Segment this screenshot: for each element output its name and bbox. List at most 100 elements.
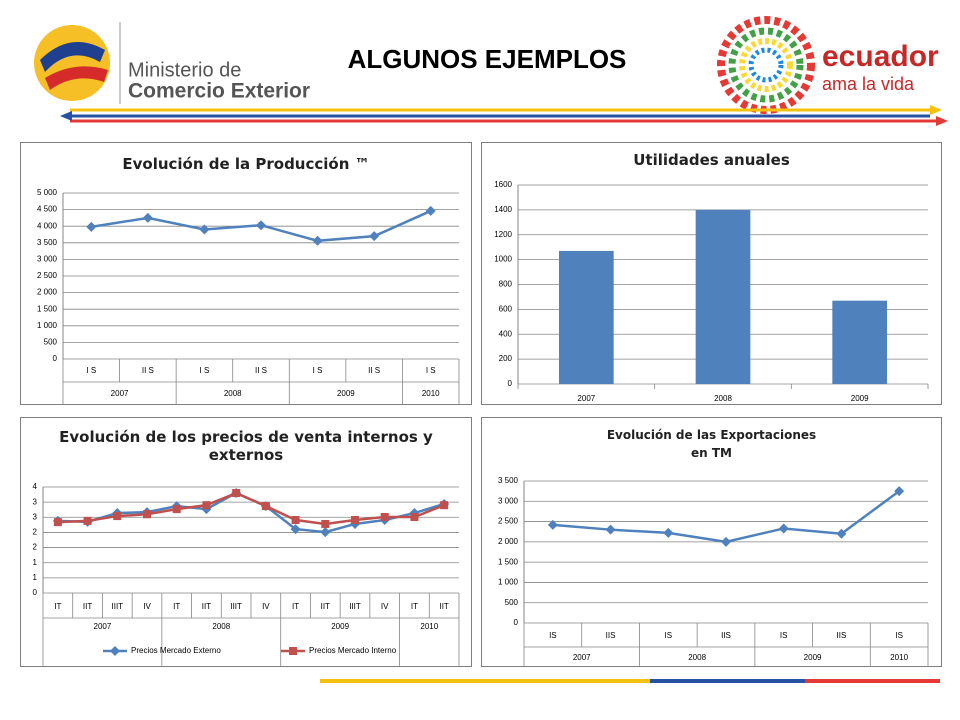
y-tick-label: 200 [499,354,513,363]
y-tick-label: 4 000 [37,221,58,230]
logo-text: ama la vida [822,74,915,94]
y-tick-label: 0 [53,354,58,363]
marker [605,524,616,535]
legend: Precios Mercado Externo Precios Mercado I… [103,646,397,656]
x-tick-label: IT [292,602,299,611]
header: Ministerio de Comercio Exterior ALGUNOS … [34,16,948,126]
y-tick-label: 1600 [494,180,512,189]
y-tick-label: 1 000 [498,578,519,587]
group-label: 2007 [573,653,591,662]
chart-title: Evolución de las Exportaciones [606,428,817,442]
marker [547,519,558,530]
chart: 0 500 1 000 1 500 2 000 2 500 3 000 3 500 IS IIS I… [498,476,929,666]
chart-title: Evolución de los precios de venta intern… [59,428,433,464]
chart-subtitle: en TM [691,446,732,460]
group-label: 2009 [804,653,822,662]
y-tick-label: 0 [33,588,38,597]
marker [290,524,301,535]
x-tick-label: 2007 [577,394,595,403]
marker [256,220,266,231]
x-tick-label: IIIT [230,602,242,611]
marker [110,646,120,656]
y-tick-label: 1000 [494,255,512,264]
marker [894,486,905,497]
group-label: 2010 [890,653,908,662]
y-tick-label: 5 000 [37,188,58,197]
y-tick-label: 2 [33,528,38,537]
y-tick-label: 1 [33,573,38,582]
marker [778,523,789,534]
x-tick-label: IT [173,602,180,611]
x-tick-label: IT [54,602,61,611]
y-tick-label: 3 000 [498,496,519,505]
marker [410,512,419,521]
marker [369,231,380,242]
x-tick-label: IS [780,631,788,640]
marker [53,518,62,527]
x-tick-label: IS [665,631,673,640]
group-label: 2008 [688,653,706,662]
group-label: 2010 [422,389,440,398]
marker [425,205,436,216]
y-tick-label: 3 [33,497,38,506]
y-tick-label: 2 000 [37,288,58,297]
x-tick-label: I S [86,366,96,375]
marker [113,512,122,521]
x-tick-label: II S [142,366,154,375]
chart-panel: Utilidades anuales 0 200 400 600 800 1000 1200 1… [481,142,942,405]
line [552,490,900,544]
x-tick-label: IIS [721,631,731,640]
marker [142,212,153,223]
marker [380,512,389,521]
y-tick-label: 1 500 [498,557,519,566]
chart-panel: Evolución de la Producción ™ 0 500 1 000 1 5… [20,142,472,405]
x-tick-label: IS [549,631,557,640]
x-tick-label: IIT [202,602,211,611]
logo-text: ecuador [822,40,939,73]
marker [312,235,323,246]
y-tick-label: 2 [33,543,38,552]
x-tick-label: I S [200,366,210,375]
x-tick-label: IIT [321,602,330,611]
x-tick-label: IIT [83,602,92,611]
y-tick-label: 600 [499,304,513,313]
x-tick-label: IIS [606,631,616,640]
chart-title: Evolución de la Producción ™ [122,155,370,173]
bar [832,300,887,384]
x-tick-label: IS [895,631,903,640]
chart: 0 1 1 2 2 3 3 4 IT IIT IIIT IV IT IIT IIIT IV IT IIT IIIT I… [33,482,460,666]
chart-panel: Evolución de las Exportaciones en TM 0 500 1… [481,417,942,667]
chart: 0 200 400 600 800 1000 1200 1400 1600 2007 2008 200… [494,180,929,403]
marker [289,647,297,655]
logo-text: Comercio Exterior [128,80,310,103]
y-tick-label: 3 500 [37,238,58,247]
marker [291,516,300,525]
group-label: 2010 [420,622,438,631]
marker [86,221,97,232]
header-stripes [60,105,948,126]
group-label: 2009 [331,622,349,631]
slide-title: ALGUNOS EJEMPLOS [348,44,627,74]
marker [172,505,181,514]
marker [83,516,92,525]
marker [199,224,210,235]
y-tick-label: 3 [33,512,38,521]
marker [440,501,449,510]
x-tick-label: IIIT [349,602,361,611]
y-tick-label: 0 [508,379,513,388]
marker [721,536,731,547]
x-tick-label: IV [262,602,270,611]
x-tick-label: I S [426,366,436,375]
y-tick-label: 500 [44,338,58,347]
marker [320,527,331,538]
bar [695,209,751,384]
x-tick-label: IIS [837,631,847,640]
group-label: 2007 [94,622,112,631]
marker [261,502,270,511]
y-tick-label: 1 [33,558,38,567]
marker [232,489,241,498]
logo-text: Ministerio de [128,59,241,81]
marker [321,519,330,528]
y-tick-label: 1 500 [37,304,58,313]
